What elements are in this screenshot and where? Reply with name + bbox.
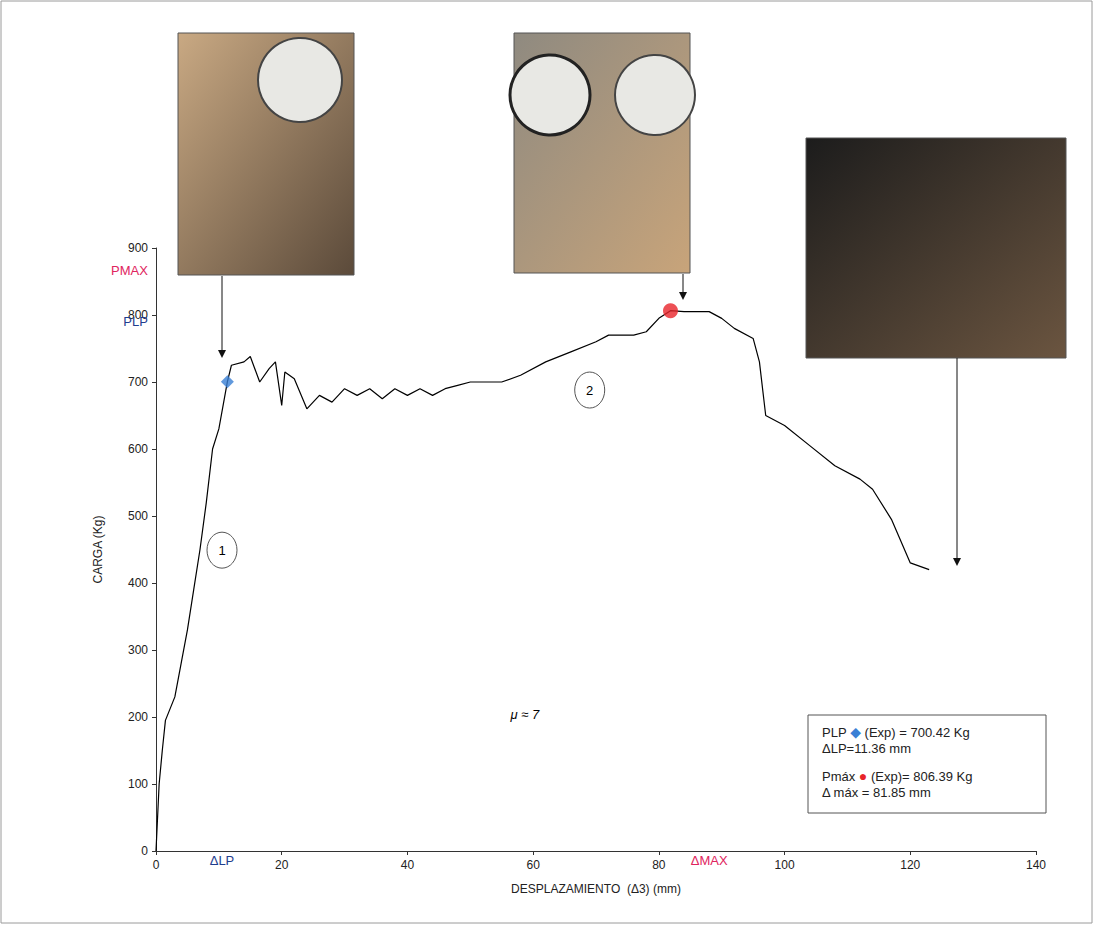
svg-text:PMAX: PMAX xyxy=(111,263,148,278)
svg-text:400: 400 xyxy=(128,576,148,590)
svg-text:80: 80 xyxy=(652,858,666,872)
svg-text:300: 300 xyxy=(128,643,148,657)
svg-text:20: 20 xyxy=(275,858,289,872)
svg-text:ΔMAX: ΔMAX xyxy=(691,853,728,868)
svg-text:CARGA (Kg): CARGA (Kg) xyxy=(91,515,105,583)
svg-text:120: 120 xyxy=(900,858,920,872)
svg-text:900: 900 xyxy=(128,241,148,255)
svg-text:(Exp) = 700.42 Kg: (Exp) = 700.42 Kg xyxy=(861,725,970,740)
svg-text:Δ máx = 81.85 mm: Δ máx = 81.85 mm xyxy=(822,785,931,800)
svg-text:PLP: PLP xyxy=(822,725,850,740)
svg-text:600: 600 xyxy=(128,442,148,456)
svg-text:PLP: PLP xyxy=(123,314,148,329)
svg-text:100: 100 xyxy=(128,777,148,791)
svg-text:(Exp)= 806.39 Kg: (Exp)= 806.39 Kg xyxy=(867,769,972,784)
svg-text:0: 0 xyxy=(141,844,148,858)
svg-text:0: 0 xyxy=(153,858,160,872)
svg-text:1: 1 xyxy=(218,543,225,558)
svg-text:700: 700 xyxy=(128,375,148,389)
svg-text:ΔLP: ΔLP xyxy=(210,853,235,868)
svg-text:Pmáx: Pmáx xyxy=(822,769,859,784)
svg-text:60: 60 xyxy=(526,858,540,872)
svg-text:◆: ◆ xyxy=(850,724,861,740)
svg-text:DESPLAZAMIENTO (Δ3) (mm): DESPLAZAMIENTO (Δ3) (mm) xyxy=(511,882,681,896)
svg-text:140: 140 xyxy=(1026,858,1046,872)
svg-text:●: ● xyxy=(859,768,867,784)
svg-text:40: 40 xyxy=(401,858,415,872)
svg-text:100: 100 xyxy=(775,858,795,872)
svg-text:μ ≈ 7: μ ≈ 7 xyxy=(510,707,540,722)
svg-text:500: 500 xyxy=(128,509,148,523)
svg-text:200: 200 xyxy=(128,710,148,724)
svg-text:ΔLP=11.36 mm: ΔLP=11.36 mm xyxy=(822,741,911,756)
svg-text:2: 2 xyxy=(586,383,593,398)
